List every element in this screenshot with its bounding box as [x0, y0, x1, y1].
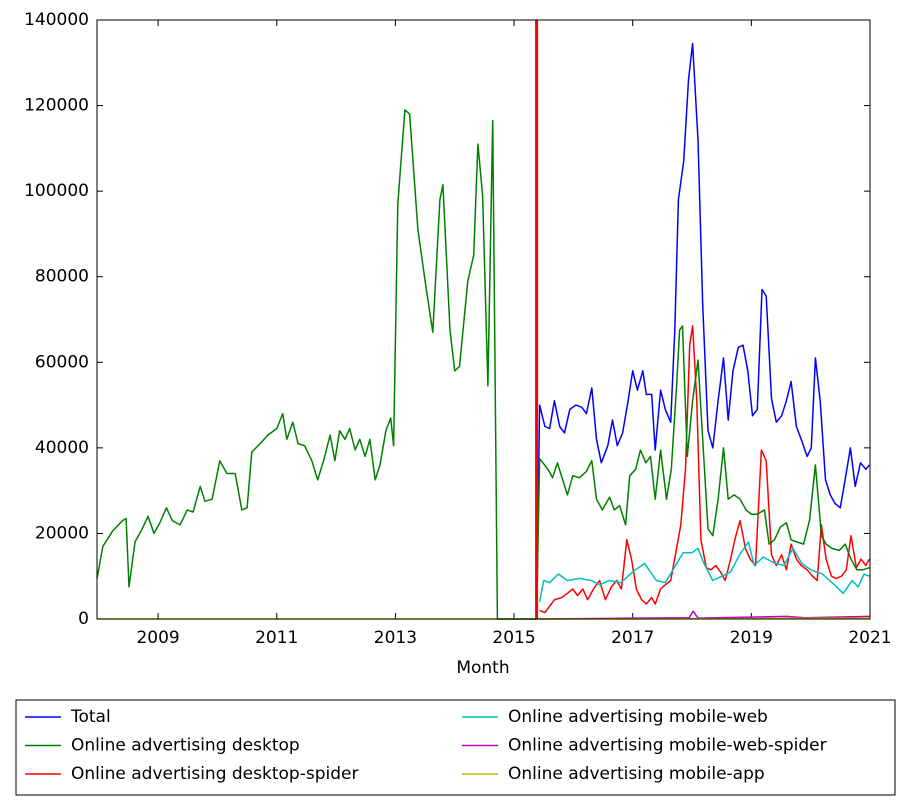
y-tick-label: 80000 — [35, 267, 89, 287]
y-tick-label: 0 — [78, 609, 89, 629]
x-tick-label: 2009 — [136, 628, 179, 648]
legend-label: Total — [70, 707, 111, 727]
legend-label: Online advertising mobile-web — [508, 707, 768, 727]
y-tick-label: 120000 — [24, 96, 89, 116]
legend-label: Online advertising desktop-spider — [71, 764, 358, 784]
x-tick-label: 2015 — [492, 628, 535, 648]
y-tick-label: 100000 — [24, 181, 89, 201]
y-tick-label: 40000 — [35, 438, 89, 458]
legend-label: Online advertising mobile-app — [508, 764, 765, 784]
x-tick-label: 2019 — [730, 628, 773, 648]
legend: Total Online advertising desktop Online ad… — [15, 699, 896, 796]
legend-box — [15, 699, 896, 796]
y-tick-label: 20000 — [35, 523, 89, 543]
x-axis-label: Month — [456, 658, 509, 678]
x-tick-label: 2021 — [848, 628, 891, 648]
x-tick-label: 2013 — [374, 628, 417, 648]
series-line — [96, 109, 870, 620]
legend-label: Online advertising mobile-web-spider — [508, 736, 827, 756]
plot-frame — [96, 19, 871, 620]
series-line — [535, 42, 870, 620]
y-tick-label: 60000 — [35, 352, 89, 372]
series-line — [538, 541, 870, 603]
x-tick-label: 2017 — [611, 628, 654, 648]
y-tick-label: 140000 — [24, 10, 89, 30]
legend-label: Online advertising desktop — [71, 736, 300, 756]
x-tick-label: 2011 — [255, 628, 298, 648]
